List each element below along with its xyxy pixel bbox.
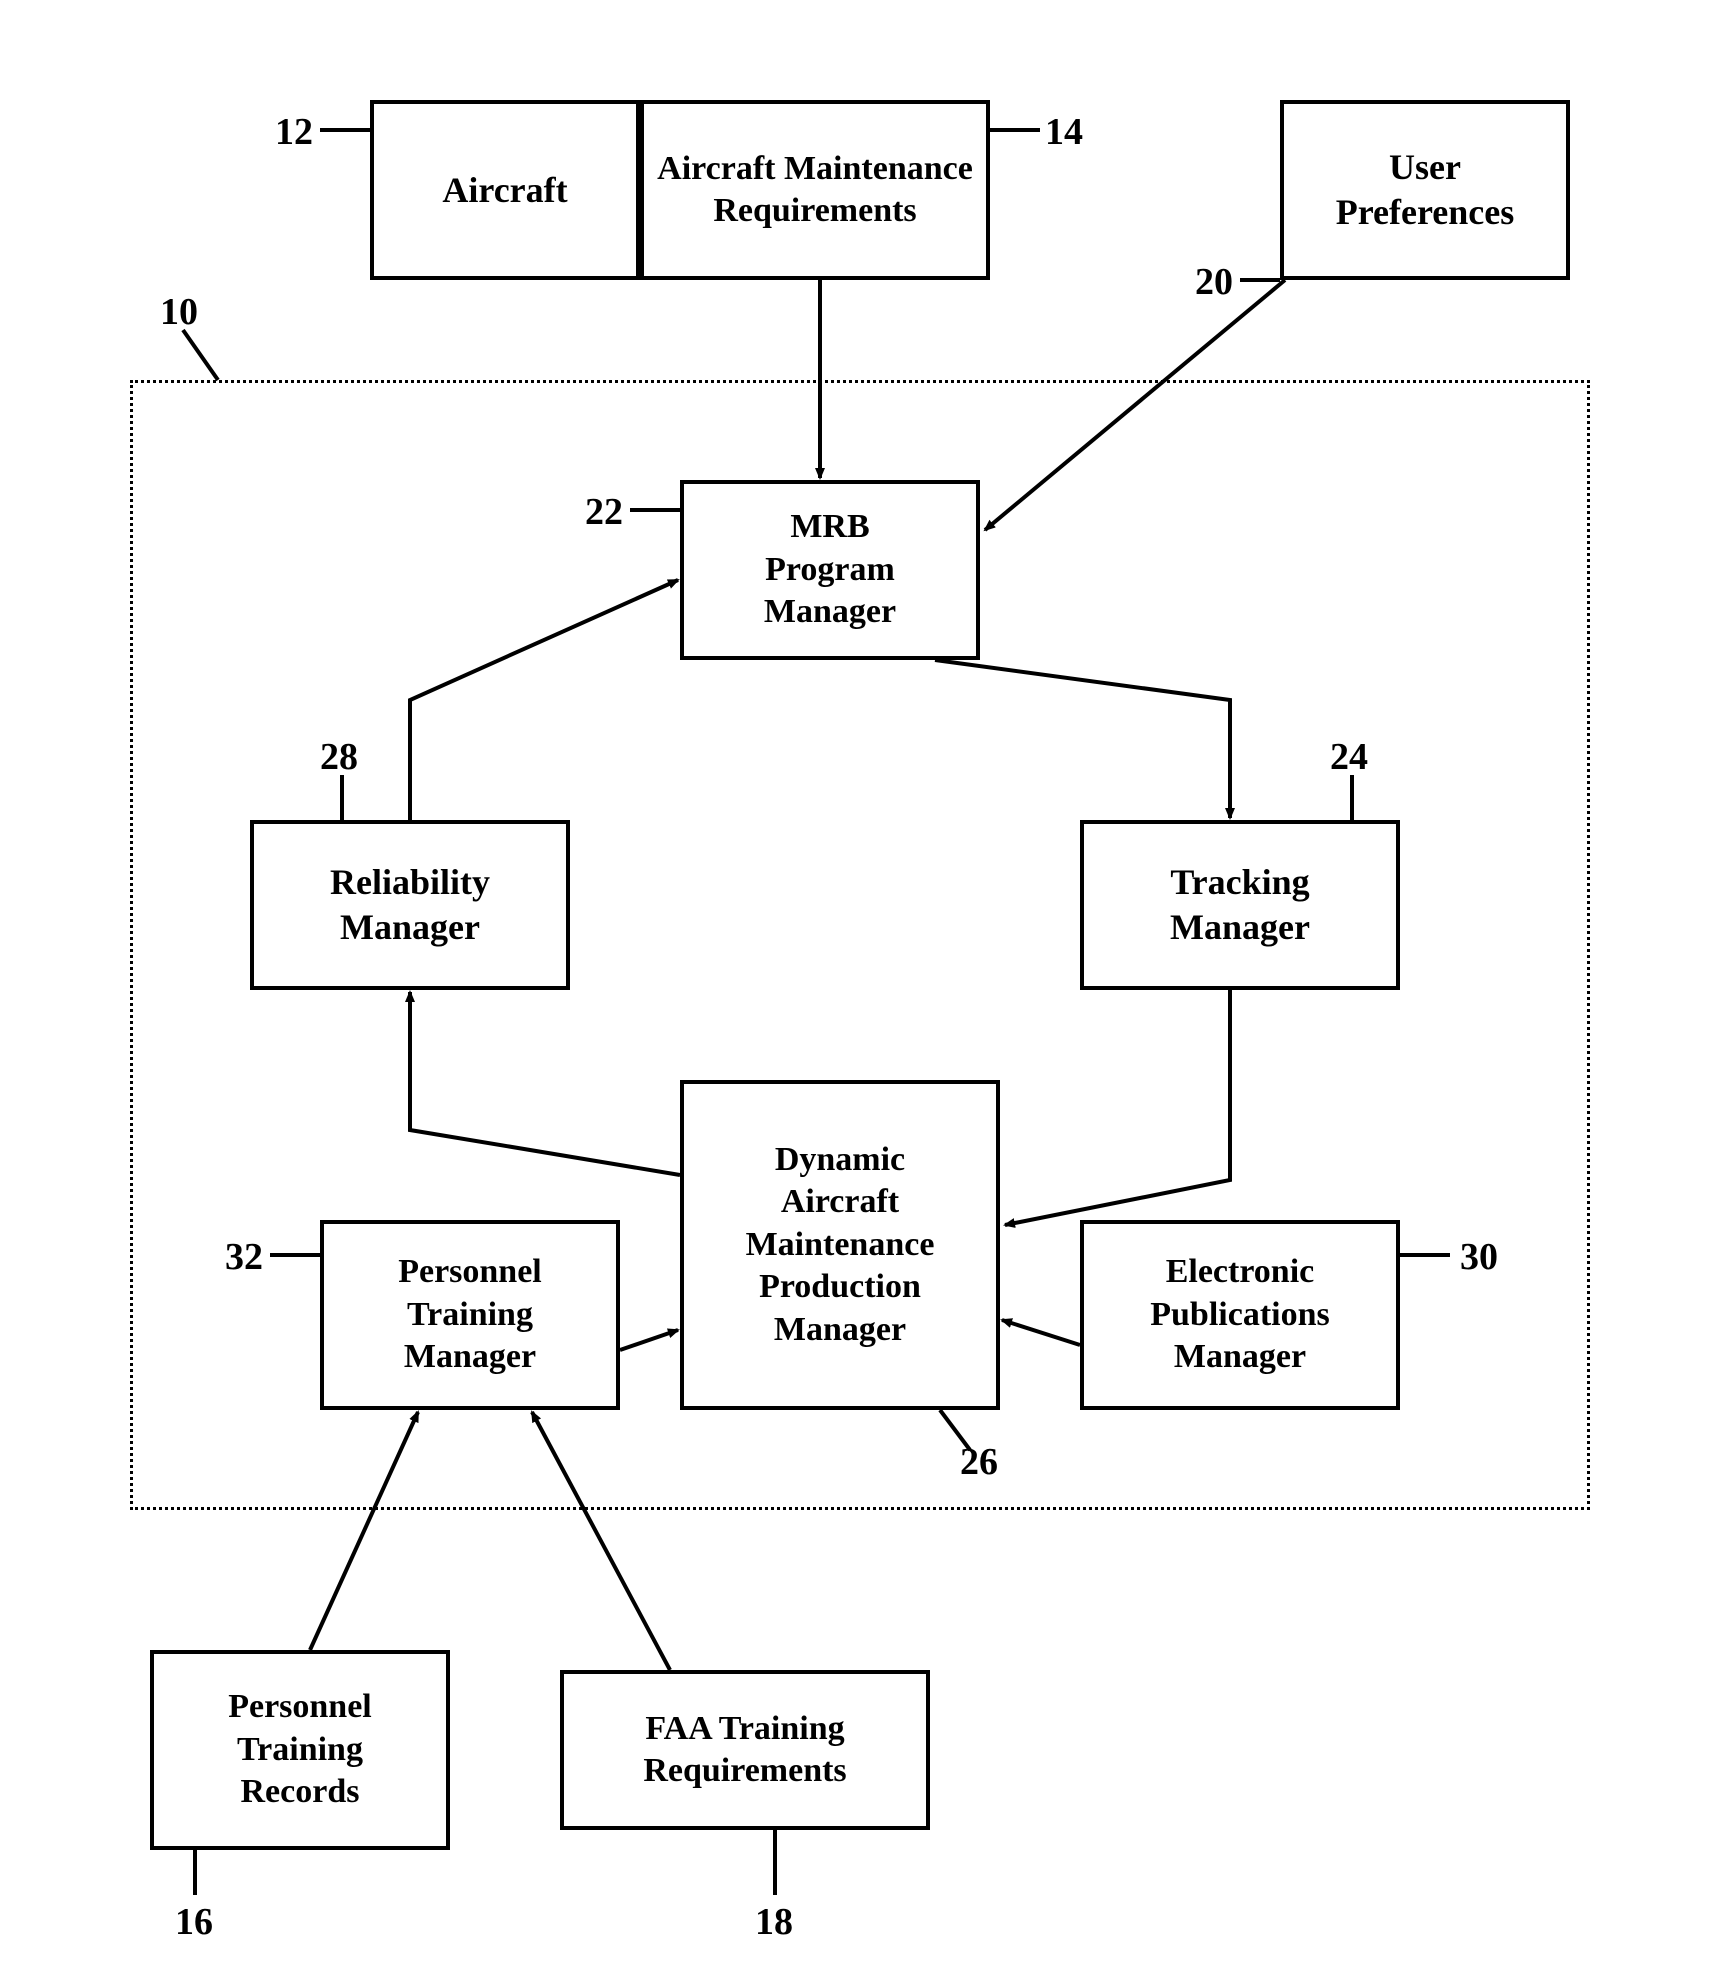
box-amr: Aircraft Maintenance Requirements xyxy=(640,100,990,280)
box-user-prefs: User Preferences xyxy=(1280,100,1570,280)
label-ptm: Personnel Training Manager xyxy=(398,1251,542,1379)
label-ptr: Personnel Training Records xyxy=(228,1686,372,1814)
box-ptm: Personnel Training Manager xyxy=(320,1220,620,1410)
label-mrb: MRB Program Manager xyxy=(764,506,896,634)
ref-16: 16 xyxy=(175,1900,213,1944)
box-epm: Electronic Publications Manager xyxy=(1080,1220,1400,1410)
ref-20: 20 xyxy=(1195,260,1233,304)
ref-14: 14 xyxy=(1045,110,1083,154)
box-mrb: MRB Program Manager xyxy=(680,480,980,660)
box-damp: Dynamic Aircraft Maintenance Production … xyxy=(680,1080,1000,1410)
ref-12: 12 xyxy=(275,110,313,154)
label-tracking: Tracking Manager xyxy=(1170,860,1310,950)
box-reliability: Reliability Manager xyxy=(250,820,570,990)
label-faa: FAA Training Requirements xyxy=(643,1708,846,1793)
box-ptr: Personnel Training Records xyxy=(150,1650,450,1850)
ref-28: 28 xyxy=(320,735,358,779)
label-epm: Electronic Publications Manager xyxy=(1150,1251,1329,1379)
ref-32: 32 xyxy=(225,1235,263,1279)
ref-10: 10 xyxy=(160,290,198,334)
ref-30: 30 xyxy=(1460,1235,1498,1279)
ref-26: 26 xyxy=(960,1440,998,1484)
ref-22: 22 xyxy=(585,490,623,534)
box-tracking: Tracking Manager xyxy=(1080,820,1400,990)
box-faa: FAA Training Requirements xyxy=(560,1670,930,1830)
ref-18: 18 xyxy=(755,1900,793,1944)
label-amr: Aircraft Maintenance Requirements xyxy=(652,148,978,233)
label-aircraft: Aircraft xyxy=(442,168,567,213)
box-aircraft: Aircraft xyxy=(370,100,640,280)
ref-24: 24 xyxy=(1330,735,1368,779)
label-user-prefs: User Preferences xyxy=(1336,145,1515,235)
label-damp: Dynamic Aircraft Maintenance Production … xyxy=(746,1139,935,1352)
label-reliability: Reliability Manager xyxy=(330,860,490,950)
